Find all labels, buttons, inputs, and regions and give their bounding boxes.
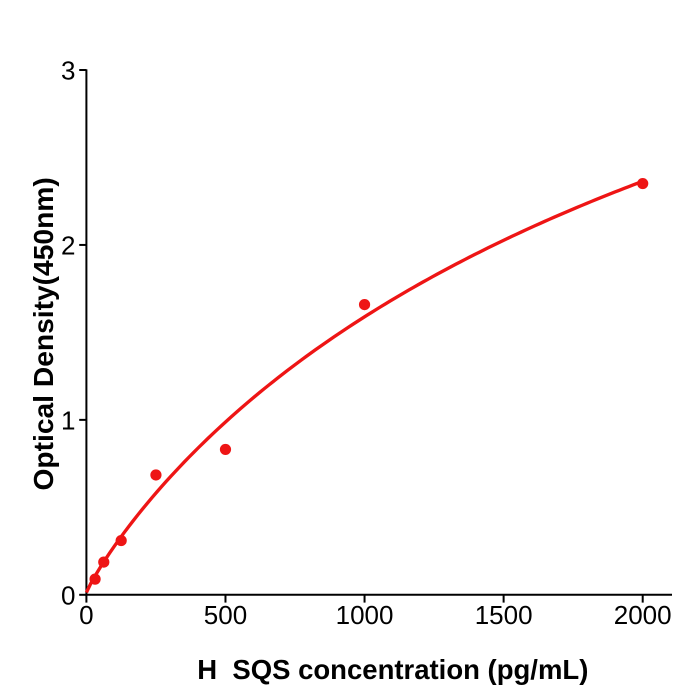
svg-text:1500: 1500 [475,600,533,630]
svg-text:500: 500 [204,600,247,630]
svg-text:H SQS concentration (pg/mL): H SQS concentration (pg/mL) [197,654,588,685]
svg-text:0: 0 [61,580,75,610]
svg-text:1: 1 [61,405,75,435]
svg-text:1000: 1000 [336,600,394,630]
svg-text:2: 2 [61,230,75,260]
svg-text:3: 3 [61,56,75,86]
svg-text:2000: 2000 [614,600,672,630]
svg-text:0: 0 [79,600,93,630]
svg-text:Optical Density(450nm): Optical Density(450nm) [27,177,59,490]
